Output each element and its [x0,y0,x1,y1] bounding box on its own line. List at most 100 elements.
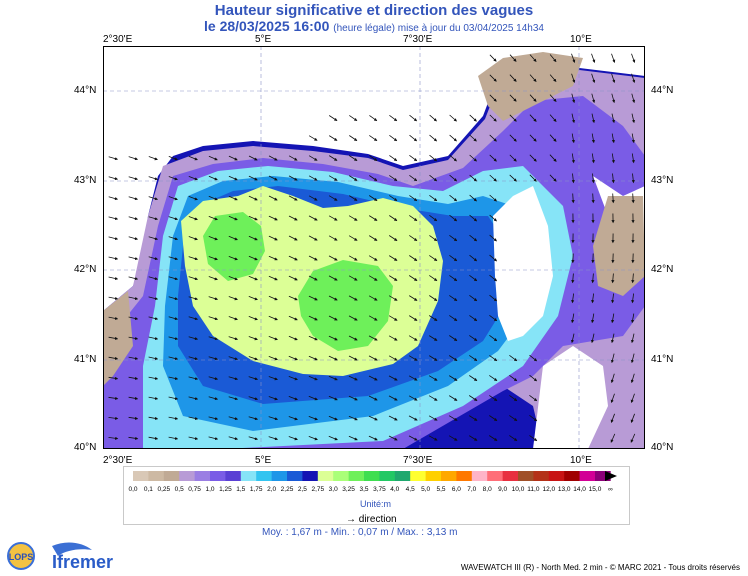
direction-arrow [489,274,498,282]
direction-arrow [328,155,338,161]
direction-arrow [308,255,318,261]
legend-swatch [163,471,180,481]
direction-arrow [128,436,139,440]
direction-arrow [148,396,159,400]
direction-arrow [268,275,278,281]
direction-arrow [348,175,358,181]
direction-arrow [549,74,557,83]
direction-arrow [449,154,458,162]
direction-arrow [571,293,575,304]
direction-arrow [571,193,575,204]
direction-arrow [348,415,358,421]
direction-arrow [489,415,498,421]
direction-arrow [148,336,159,341]
direction-arrow [168,436,179,440]
direction-arrow [148,296,159,301]
direction-arrow [148,156,158,161]
direction-arrow [328,195,338,201]
direction-arrow [389,114,398,122]
lon-tick-top-4: 10°E [570,34,592,45]
direction-arrow [228,195,238,201]
legend-label: 3,25 [342,486,355,493]
legend-colorbar [133,471,617,481]
direction-arrow [631,113,636,124]
direction-arrow [368,355,378,361]
direction-arrow [409,134,418,142]
direction-arrow [631,313,635,324]
direction-arrow [468,435,478,441]
direction-arrow [631,53,636,63]
direction-arrow [549,54,557,63]
direction-arrow [228,235,238,241]
direction-arrow [248,215,258,221]
direction-arrow [268,195,278,201]
direction-arrow [509,374,518,382]
legend-swatch [256,471,272,481]
direction-arrow [610,413,615,423]
direction-arrow [469,154,477,162]
direction-arrow [368,275,378,281]
direction-arrow [188,256,199,261]
direction-arrow [208,236,218,241]
land-sardinia [533,346,608,449]
direction-arrow [388,355,398,361]
lon-tick-top-2: 5°E [255,34,272,45]
direction-arrow [328,295,338,301]
direction-arrow [168,356,179,361]
direction-arrow [429,154,438,162]
direction-arrow [509,395,518,402]
legend-swatch [394,471,411,481]
direction-arrow [469,214,478,222]
direction-arrow [369,135,378,142]
legend-units: Unité:m [360,499,392,509]
direction-arrow [108,376,119,380]
direction-arrow [449,134,458,142]
direction-arrow [389,175,398,182]
direction-arrow [128,216,139,221]
direction-arrow [631,133,635,144]
legend-swatch [333,471,349,481]
legend-label: 2,25 [280,486,294,493]
direction-arrow [409,174,418,182]
direction-arrow [308,355,318,361]
legend-label: 2,5 [297,486,307,493]
legend-label: 0,25 [157,486,171,493]
legend-swatch [502,471,519,481]
legend-label: 7,0 [467,486,477,493]
direction-arrow [409,195,418,202]
wave-height-map [103,46,645,449]
ifremer-logo-text: Ifremer [52,552,113,572]
legend-label: 5,0 [421,486,431,493]
update-note: (heure légale) mise à jour du 03/04/2025… [333,23,544,34]
direction-arrow [388,315,398,321]
direction-arrow [188,276,199,281]
direction-arrow [408,355,418,361]
direction-arrow [288,155,298,161]
direction-arrow [449,275,458,282]
direction-arrow [529,394,538,402]
direction-arrow [631,153,635,164]
direction-arrow [428,375,438,381]
direction-arrow [188,296,199,301]
direction-arrow [208,316,219,321]
direction-arrow [148,376,159,380]
direction-arrow [388,395,398,401]
direction-arrow [248,235,258,241]
direction-arrow [208,336,219,341]
legend-swatch [425,471,442,481]
direction-arrow [630,413,635,423]
direction-arrow [408,315,418,321]
direction-arrow [168,216,179,221]
direction-arrow [428,435,438,441]
legend-label: 11,0 [527,486,540,493]
direction-arrow [248,155,258,161]
lat-tick-right-4: 41°N [651,354,674,365]
direction-arrow [328,435,338,441]
direction-arrow [591,193,595,204]
direction-arrow [148,316,159,321]
direction-arrow [509,354,518,362]
direction-arrow [188,396,199,401]
direction-arrow [489,395,498,402]
direction-arrow [108,256,119,261]
direction-arrow [611,53,616,63]
